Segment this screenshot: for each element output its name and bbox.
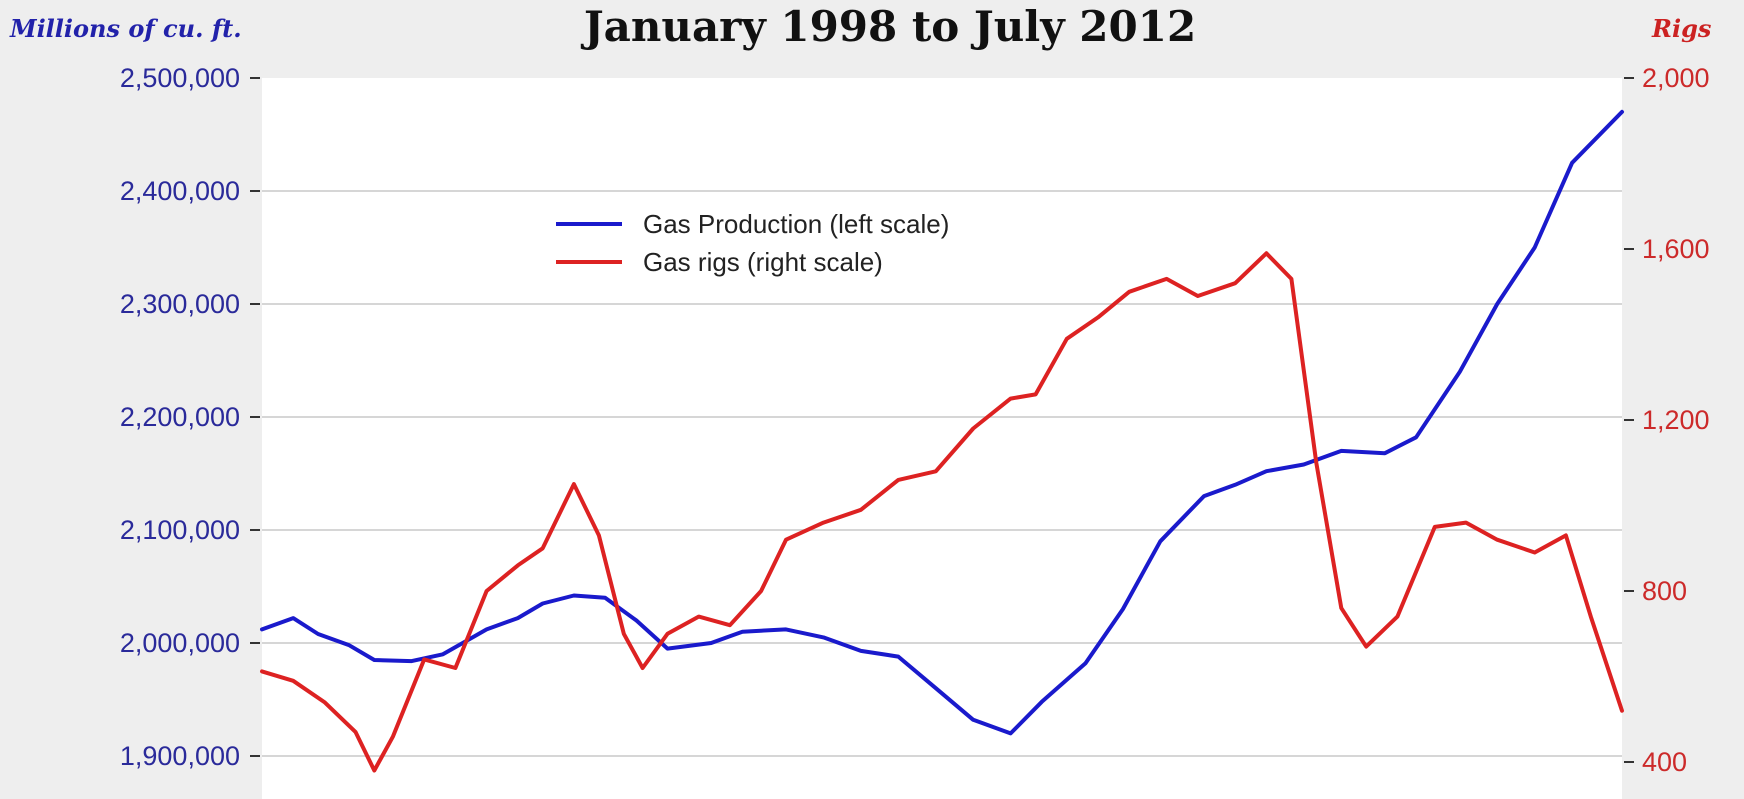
plot-area [262, 78, 1622, 799]
legend-label: Gas rigs (right scale) [643, 247, 883, 277]
right-axis-unit-label: Rigs [1652, 14, 1712, 43]
legend-label: Gas Production (left scale) [643, 209, 949, 239]
left-tick-label: 1,900,000 [120, 741, 240, 771]
chart-title: January 1998 to July 2012 [583, 2, 1197, 51]
right-tick-label: 800 [1642, 576, 1687, 606]
left-tick-label: 2,000,000 [120, 628, 240, 658]
left-axis-unit-label: Millions of cu. ft. [10, 14, 242, 43]
left-tick-label: 2,200,000 [120, 402, 240, 432]
left-tick-label: 2,300,000 [120, 289, 240, 319]
right-tick-label: 1,200 [1642, 405, 1710, 435]
right-tick-label: 2,000 [1642, 63, 1710, 93]
gas-production-line [260, 109, 1624, 736]
left-tick-label: 2,400,000 [120, 176, 240, 206]
gas-rigs-line [260, 251, 1624, 773]
right-tick-label: 1,600 [1642, 234, 1710, 264]
left-tick-label: 2,500,000 [120, 63, 240, 93]
right-tick-label: 400 [1642, 747, 1687, 777]
left-tick-label: 2,100,000 [120, 515, 240, 545]
